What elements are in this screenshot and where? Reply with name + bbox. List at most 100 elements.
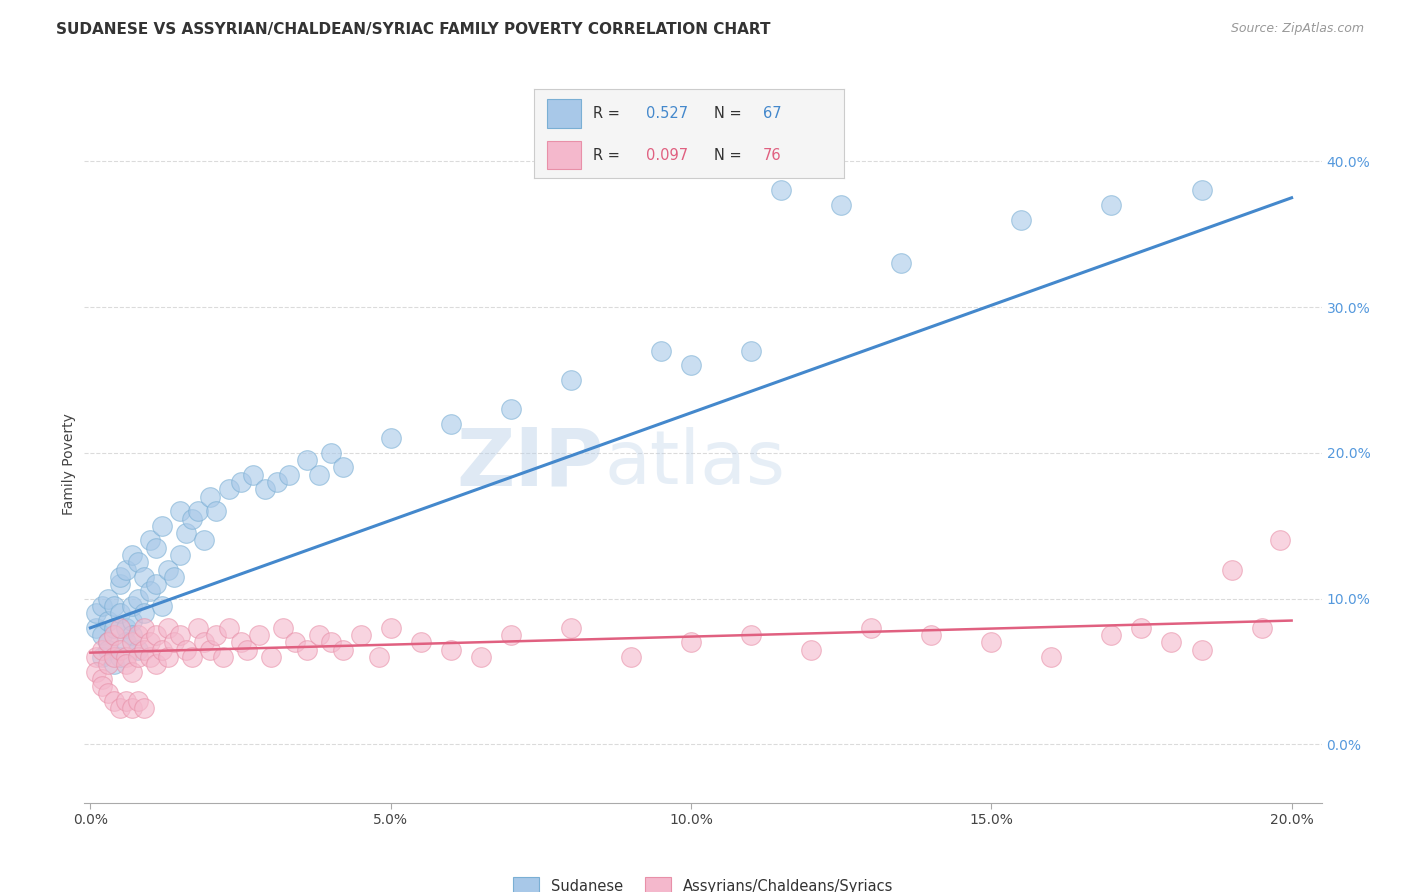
- Point: [145, 657, 167, 672]
- Point: [193, 635, 215, 649]
- Point: [253, 483, 276, 497]
- Point: [247, 628, 270, 642]
- Point: [229, 475, 252, 489]
- Point: [152, 518, 174, 533]
- Point: [1191, 184, 1213, 198]
- Point: [890, 256, 912, 270]
- Point: [1160, 635, 1182, 649]
- Point: [103, 621, 125, 635]
- Point: [380, 621, 402, 635]
- Point: [110, 701, 132, 715]
- Point: [295, 642, 318, 657]
- Point: [242, 467, 264, 482]
- Point: [259, 650, 281, 665]
- Point: [176, 642, 198, 657]
- Point: [121, 614, 143, 628]
- Point: [440, 642, 463, 657]
- Point: [319, 635, 342, 649]
- Point: [163, 635, 186, 649]
- Point: [121, 628, 143, 642]
- Text: SUDANESE VS ASSYRIAN/CHALDEAN/SYRIAC FAMILY POVERTY CORRELATION CHART: SUDANESE VS ASSYRIAN/CHALDEAN/SYRIAC FAM…: [56, 22, 770, 37]
- Point: [277, 467, 299, 482]
- Point: [560, 621, 582, 635]
- Point: [1040, 650, 1063, 665]
- Point: [187, 621, 209, 635]
- Point: [860, 621, 883, 635]
- Text: 67: 67: [763, 106, 782, 120]
- Point: [380, 431, 402, 445]
- Legend: Sudanese, Assyrians/Chaldeans/Syriacs: Sudanese, Assyrians/Chaldeans/Syriacs: [508, 871, 898, 892]
- Point: [145, 628, 167, 642]
- Text: 76: 76: [763, 148, 782, 162]
- Point: [139, 533, 162, 548]
- Point: [218, 621, 240, 635]
- Point: [127, 642, 149, 657]
- Point: [1250, 621, 1272, 635]
- Point: [86, 607, 108, 621]
- Point: [91, 679, 114, 693]
- Point: [229, 635, 252, 649]
- Point: [169, 628, 191, 642]
- Point: [440, 417, 463, 431]
- Point: [218, 483, 240, 497]
- Point: [134, 701, 156, 715]
- Point: [86, 650, 108, 665]
- Point: [115, 562, 138, 576]
- Point: [193, 533, 215, 548]
- Point: [121, 599, 143, 613]
- Point: [284, 635, 307, 649]
- Point: [163, 570, 186, 584]
- Point: [499, 402, 522, 417]
- Point: [920, 628, 942, 642]
- Point: [679, 635, 702, 649]
- Point: [115, 650, 138, 665]
- Point: [830, 198, 852, 212]
- Point: [308, 467, 330, 482]
- Text: N =: N =: [714, 106, 747, 120]
- Point: [121, 548, 143, 562]
- Point: [152, 642, 174, 657]
- Point: [97, 686, 120, 700]
- Point: [152, 599, 174, 613]
- Point: [97, 614, 120, 628]
- Text: N =: N =: [714, 148, 747, 162]
- Point: [157, 650, 180, 665]
- Point: [181, 511, 204, 525]
- Point: [200, 490, 222, 504]
- Point: [110, 570, 132, 584]
- Point: [115, 635, 138, 649]
- Point: [110, 621, 132, 635]
- Point: [121, 635, 143, 649]
- Point: [115, 694, 138, 708]
- Point: [560, 373, 582, 387]
- Point: [86, 621, 108, 635]
- Point: [770, 184, 793, 198]
- Text: atlas: atlas: [605, 427, 785, 500]
- Point: [91, 599, 114, 613]
- Point: [332, 460, 354, 475]
- Point: [103, 657, 125, 672]
- Point: [97, 635, 120, 649]
- Point: [127, 555, 149, 569]
- Text: 0.097: 0.097: [645, 148, 688, 162]
- Point: [103, 599, 125, 613]
- Point: [187, 504, 209, 518]
- Text: R =: R =: [593, 148, 624, 162]
- Point: [266, 475, 288, 489]
- Point: [211, 650, 233, 665]
- Point: [91, 672, 114, 686]
- Point: [169, 548, 191, 562]
- Point: [103, 650, 125, 665]
- Text: Source: ZipAtlas.com: Source: ZipAtlas.com: [1230, 22, 1364, 36]
- Point: [127, 591, 149, 606]
- Point: [91, 642, 114, 657]
- Bar: [547, 99, 581, 128]
- Point: [181, 650, 204, 665]
- Point: [103, 628, 125, 642]
- Point: [127, 650, 149, 665]
- Point: [205, 628, 228, 642]
- Text: 0.527: 0.527: [645, 106, 688, 120]
- Point: [91, 628, 114, 642]
- Point: [139, 635, 162, 649]
- Point: [470, 650, 492, 665]
